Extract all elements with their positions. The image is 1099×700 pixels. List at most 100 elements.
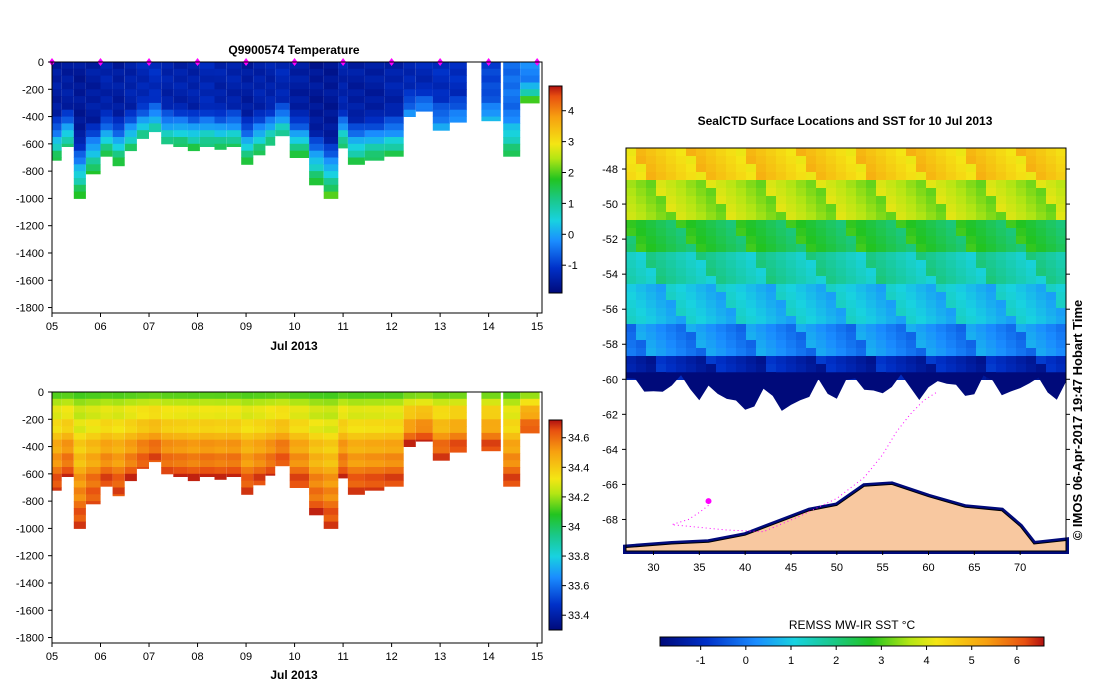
- sst-cell: [966, 244, 976, 252]
- sst-cell: [706, 148, 716, 156]
- profile-cell: [309, 392, 324, 400]
- profile-cell: [347, 150, 365, 158]
- profile-cell: [73, 467, 86, 475]
- profile-cell: [61, 137, 74, 145]
- profile-cell: [347, 453, 365, 461]
- sst-cell: [686, 188, 696, 196]
- sst-cell: [806, 356, 816, 364]
- profile-cell: [226, 398, 242, 407]
- sst-cell: [816, 340, 826, 348]
- sst-cell: [916, 244, 926, 252]
- profile-cell: [86, 392, 101, 400]
- profile-cell: [309, 157, 324, 165]
- profile-cell: [323, 137, 339, 145]
- profile-cell: [187, 82, 200, 90]
- sst-cell: [1056, 268, 1066, 276]
- profile-cell: [226, 439, 242, 447]
- profile-cell: [86, 164, 101, 172]
- sst-cell: [676, 260, 686, 268]
- profile-cell: [323, 398, 339, 407]
- sst-cell: [696, 204, 706, 212]
- profile-cell: [384, 96, 404, 104]
- profile-cell: [52, 473, 62, 482]
- sst-cell: [816, 156, 826, 164]
- sst-cell: [656, 268, 666, 276]
- sst-cell: [816, 228, 826, 236]
- profile-cell: [432, 75, 450, 83]
- sst-cell: [816, 276, 826, 284]
- sst-cell: [786, 148, 796, 156]
- profile-cell: [309, 150, 324, 158]
- sst-cell: [876, 308, 886, 316]
- profile-cell: [61, 130, 74, 138]
- profile-cell: [124, 109, 137, 117]
- sst-cell: [836, 196, 846, 204]
- sst-cell: [1026, 180, 1036, 188]
- profile-cell: [226, 432, 242, 441]
- sst-cell: [866, 348, 876, 356]
- profile-cell: [136, 102, 149, 111]
- profile-cell: [149, 109, 162, 117]
- sst-cell: [946, 212, 956, 220]
- profile-cell: [384, 480, 404, 487]
- profile-cell: [73, 164, 86, 172]
- sst-cell: [836, 316, 846, 324]
- sst-cell: [996, 316, 1006, 324]
- sst-cell: [856, 292, 866, 300]
- sst-cell: [806, 364, 816, 372]
- sst-cell: [936, 236, 946, 244]
- profile-cell: [112, 82, 125, 90]
- profile-cell: [503, 116, 521, 124]
- sst-cell: [706, 348, 716, 356]
- profile-cell: [52, 109, 62, 117]
- profile-cell: [61, 62, 74, 70]
- profile-cell: [503, 109, 521, 117]
- sst-cell: [1006, 332, 1016, 340]
- profile-cell: [323, 123, 339, 131]
- sst-cell: [946, 268, 956, 276]
- sst-cell: [946, 220, 956, 228]
- profile-cell: [309, 82, 324, 90]
- sst-cell: [806, 244, 816, 252]
- sst-cell: [936, 204, 946, 212]
- sst-cell: [756, 188, 766, 196]
- sst-cell: [856, 220, 866, 228]
- sst-cell: [826, 164, 836, 172]
- profile-cell: [61, 116, 74, 124]
- profile-cell: [73, 96, 86, 104]
- sst-cell: [816, 172, 826, 180]
- profile-cell: [403, 109, 416, 117]
- sst-cell: [676, 268, 686, 276]
- sst-cell: [906, 220, 916, 228]
- sst-cell: [776, 236, 786, 244]
- profile-cell: [149, 446, 162, 454]
- sst-cell: [626, 308, 636, 316]
- sst-cell: [776, 292, 786, 300]
- profile-cell: [200, 405, 215, 413]
- profile-cell: [481, 75, 501, 83]
- profile-cell: [265, 453, 276, 461]
- profile-cell: [61, 75, 74, 83]
- sst-cell: [936, 332, 946, 340]
- sst-cell: [1006, 204, 1016, 212]
- sst-cell: [726, 180, 736, 188]
- profile-cell: [503, 82, 521, 90]
- sst-cell: [946, 284, 956, 292]
- profile-cell: [253, 426, 266, 434]
- sst-cell: [656, 212, 666, 220]
- profile-cell: [61, 439, 74, 447]
- profile-cell: [384, 150, 404, 157]
- sst-cell: [666, 260, 676, 268]
- sst-cell: [866, 292, 876, 300]
- sst-cell: [736, 204, 746, 212]
- profile-cell: [347, 412, 365, 420]
- sst-cell: [946, 332, 956, 340]
- sst-cell: [926, 348, 936, 356]
- map-y-tick-label: -58: [602, 339, 618, 351]
- profile-cell: [323, 130, 339, 138]
- sst-cell: [1056, 156, 1066, 164]
- profile-cell: [323, 473, 339, 482]
- profile-cell: [323, 453, 339, 461]
- sst-cell: [946, 228, 956, 236]
- profile-cell: [323, 89, 339, 97]
